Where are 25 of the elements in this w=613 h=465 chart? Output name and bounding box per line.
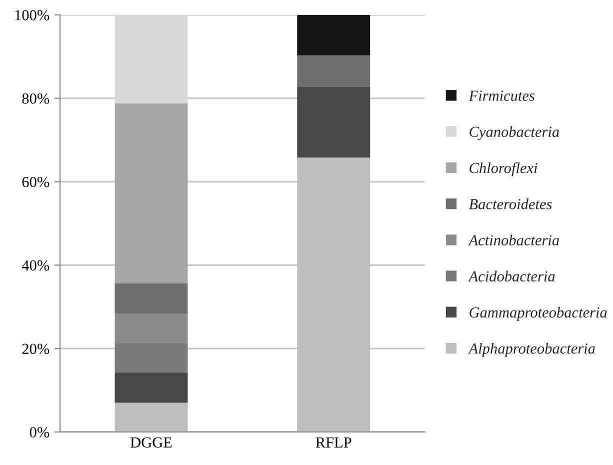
x-tick-label: RFLP [316,437,352,448]
bar [114,314,188,344]
y-tick-label: 20% [22,344,50,354]
y-tick-label: 80% [22,93,50,104]
legend-label: Chloroflexi [470,162,538,176]
y-tick-label: 40% [22,260,50,271]
legend-label: Bacteroidetes [468,198,552,210]
bar [114,14,188,104]
bar [114,372,188,403]
y-tick-label: 60% [22,176,50,188]
bar [297,86,370,158]
bar [114,103,188,284]
bar [114,344,188,372]
bar [297,14,370,56]
legend-label: Alphaproteobacteria [468,342,595,357]
bar [114,283,188,314]
bar [297,55,370,87]
legend-label: Cyanobacteria [470,126,559,140]
legend-label: Acidobacteria [468,270,555,282]
legend-label: Gammaproteobacteria [470,306,607,321]
y-tick-label: 100% [15,10,50,20]
legend-label: Firmicutes [468,90,534,101]
y-tick-label: 0% [30,427,50,438]
x-tick-label: DGGE [130,437,172,448]
legend-label: Actinobacteria [468,234,559,246]
